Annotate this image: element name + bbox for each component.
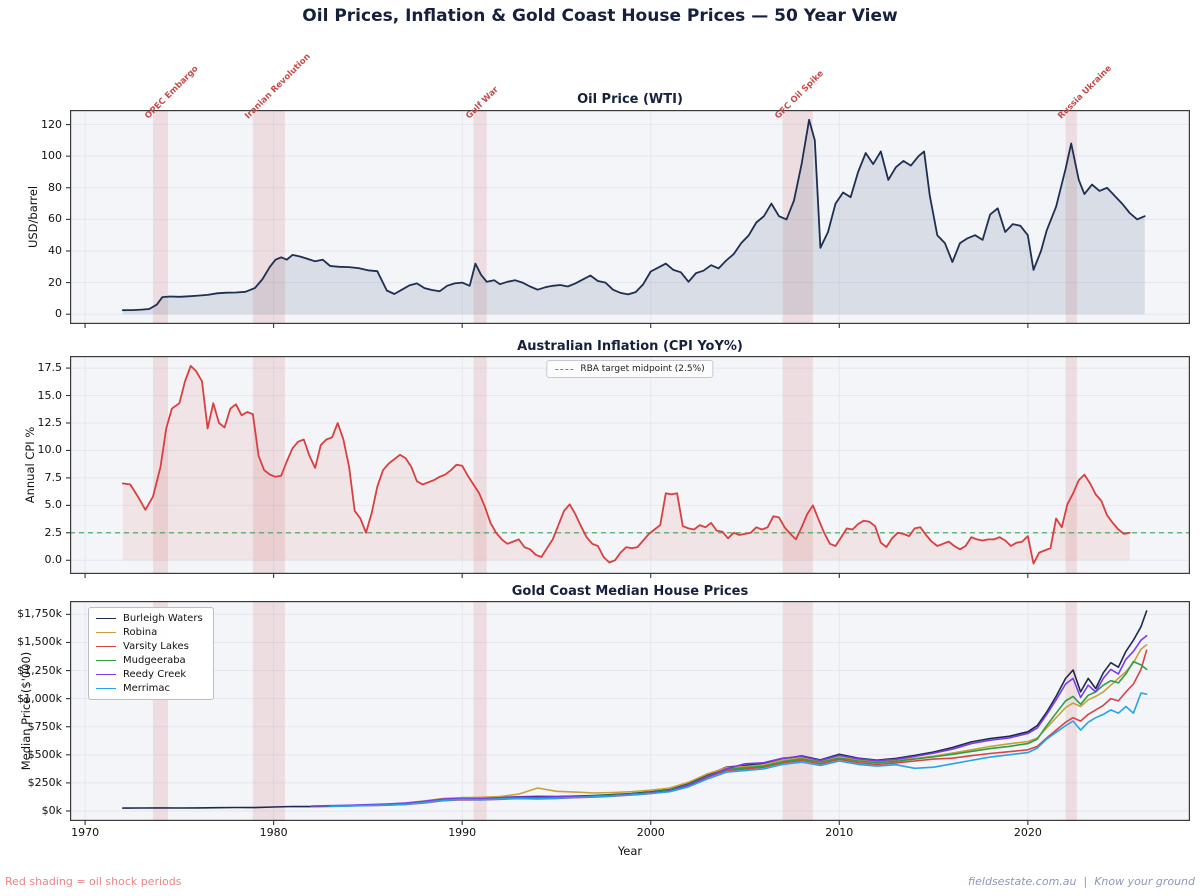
- x-tick-label: 1980: [259, 826, 288, 839]
- oil-shock-band: [1065, 356, 1077, 574]
- y-tick-label: 17.5: [37, 361, 63, 375]
- oil-shock-band: [782, 601, 813, 821]
- cpi-yoy--fill: [122, 365, 1130, 564]
- oil-shock-band: [1065, 601, 1077, 821]
- legend-item-reedy-creek: Reedy Creek: [96, 669, 203, 680]
- legend-line-swatch: [96, 674, 116, 675]
- y-tick-label: $0k: [41, 804, 62, 817]
- y-tick-label: 12.5: [37, 415, 63, 429]
- main-title: Oil Prices, Inflation & Gold Coast House…: [302, 6, 898, 26]
- legend-item-merrimac: Merrimac: [96, 683, 203, 694]
- y-tick-label: 100: [41, 149, 62, 163]
- y-tick-label: 10.0: [37, 443, 63, 457]
- y-tick-label: 120: [41, 117, 62, 131]
- oil-shock-band: [473, 356, 487, 574]
- y-tick-label: 0: [55, 307, 62, 321]
- inflation-y-axis-label: Annual CPI %: [23, 426, 37, 504]
- oil-price-chart: [66, 110, 1191, 328]
- y-tick-label: $750k: [27, 719, 62, 733]
- y-tick-label: 40: [48, 243, 62, 257]
- legend-label: Reedy Creek: [123, 669, 187, 680]
- oil-shock-band: [473, 601, 487, 821]
- oil-shock-band: [782, 356, 813, 574]
- x-tick-label: 2010: [825, 826, 854, 839]
- y-tick-label: $1,500k: [17, 635, 62, 649]
- y-tick-label: $1,250k: [17, 663, 62, 677]
- rba-legend-label: RBA target midpoint (2.5%): [580, 364, 705, 374]
- reedy-creek-line: [310, 634, 1148, 807]
- rba-dashed-line-swatch: [555, 368, 574, 370]
- axes-spines: [70, 356, 1191, 575]
- y-tick-label: 2.5: [44, 525, 63, 539]
- legend-item-mudgeeraba: Mudgeeraba: [96, 655, 203, 666]
- y-tick-label: $1,750k: [17, 607, 62, 621]
- y-tick-label: $250k: [27, 775, 62, 789]
- house-suburb-legend: Burleigh Waters Robina Varsity Lakes Mudgee…: [88, 607, 214, 700]
- x-tick-label: 2020: [1013, 826, 1042, 839]
- house-prices-chart: [66, 601, 1191, 825]
- y-tick-label: 5.0: [44, 498, 63, 512]
- y-tick-label: 0.0: [44, 553, 63, 567]
- legend-item-robina: Robina: [96, 627, 203, 638]
- wti-line: [121, 118, 1146, 312]
- inflation-chart: [66, 356, 1191, 578]
- oil-shock-band: [152, 110, 169, 324]
- robina-line: [310, 643, 1148, 808]
- legend-line-swatch: [96, 646, 116, 647]
- y-tick-label: 20: [48, 275, 62, 289]
- house-chart-title: Gold Coast Median House Prices: [511, 584, 749, 599]
- legend-label: Mudgeeraba: [123, 655, 186, 666]
- x-tick-label: 1970: [71, 826, 100, 839]
- x-tick-label: 2000: [636, 826, 665, 839]
- legend-label: Merrimac: [123, 683, 170, 694]
- axes-spines: [70, 601, 1191, 822]
- oil-shock-band: [473, 110, 487, 324]
- oil-chart-title: Oil Price (WTI): [577, 92, 683, 107]
- shock-note: Red shading = oil shock periods: [5, 875, 182, 888]
- y-tick-label: 15.0: [37, 388, 63, 402]
- merrimac-line: [329, 692, 1148, 808]
- legend-line-swatch: [96, 688, 116, 689]
- x-axis-label: Year: [617, 844, 643, 858]
- rba-target-legend: RBA target midpoint (2.5%): [546, 360, 714, 378]
- cpi-yoy--line: [121, 364, 1131, 565]
- legend-item-varsity-lakes: Varsity Lakes: [96, 641, 203, 652]
- x-tick-label: 1990: [448, 826, 477, 839]
- oil-shock-band: [252, 601, 285, 821]
- y-tick-label: 7.5: [44, 470, 63, 484]
- y-tick-label: 60: [48, 212, 62, 226]
- inflation-chart-title: Australian Inflation (CPI YoY%): [517, 339, 743, 354]
- wti-fill: [122, 119, 1145, 315]
- legend-line-swatch: [96, 632, 116, 633]
- y-tick-label: $1,000k: [17, 691, 62, 705]
- legend-item-burleigh-waters: Burleigh Waters: [96, 613, 203, 624]
- y-tick-label: $500k: [27, 747, 62, 761]
- legend-line-swatch: [96, 660, 116, 661]
- oil-shock-band: [252, 356, 285, 574]
- legend-label: Varsity Lakes: [123, 641, 189, 652]
- oil-shock-band: [1065, 110, 1077, 324]
- legend-label: Robina: [123, 627, 158, 638]
- brand-tagline: fieldsestate.com.au | Know your ground: [968, 875, 1195, 888]
- legend-label: Burleigh Waters: [123, 613, 203, 624]
- y-tick-label: 80: [48, 180, 62, 194]
- legend-line-swatch: [96, 618, 116, 619]
- axes-spines: [70, 110, 1191, 325]
- oil-shock-band: [252, 110, 285, 324]
